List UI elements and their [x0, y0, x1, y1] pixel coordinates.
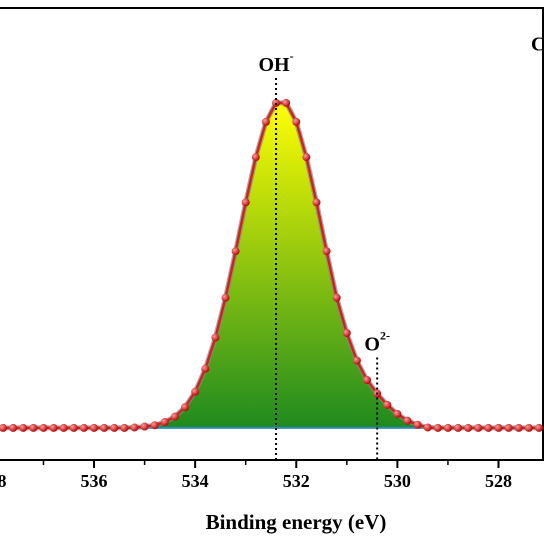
x-axis-label: Binding energy (eV)	[206, 510, 387, 534]
x-tick-label: 532	[283, 471, 310, 491]
data-point	[464, 423, 473, 432]
data-point	[342, 328, 351, 337]
annotation-sup: -	[290, 49, 294, 63]
annotation-text: OH	[258, 54, 290, 76]
data-point	[29, 423, 38, 432]
x-tick-label: 538	[0, 471, 6, 491]
data-point	[494, 423, 503, 432]
data-point	[9, 423, 18, 432]
data-point	[363, 375, 372, 384]
data-point	[19, 423, 28, 432]
x-tick-label: 530	[384, 471, 411, 491]
x-tick-label: 536	[81, 471, 108, 491]
data-point	[221, 293, 230, 302]
data-point	[454, 423, 463, 432]
x-tick-label: 534	[182, 471, 209, 491]
data-point	[211, 333, 220, 342]
data-point	[423, 423, 432, 432]
data-point	[59, 423, 68, 432]
data-point	[474, 423, 483, 432]
data-point	[443, 423, 452, 432]
x-tick-label: 528	[485, 471, 512, 491]
data-point	[110, 423, 119, 432]
data-point	[120, 423, 129, 432]
data-point	[231, 247, 240, 256]
data-point	[383, 400, 392, 409]
corner-label: C	[531, 34, 544, 56]
data-point	[191, 387, 200, 396]
data-point	[282, 98, 291, 107]
data-point	[69, 423, 78, 432]
data-point	[484, 423, 493, 432]
data-point	[292, 117, 301, 126]
data-point	[261, 117, 270, 126]
data-point	[201, 364, 210, 373]
data-point	[251, 153, 260, 162]
data-point	[181, 403, 190, 412]
data-point	[534, 423, 543, 432]
data-point	[413, 420, 422, 429]
data-point	[150, 421, 159, 430]
data-point	[524, 423, 533, 432]
data-point	[352, 356, 361, 365]
peak-area	[3, 102, 539, 428]
data-point	[241, 198, 250, 207]
data-point	[100, 423, 109, 432]
annotation: O2-	[364, 328, 390, 355]
data-point	[79, 423, 88, 432]
data-point	[39, 423, 48, 432]
annotation-sup: 2-	[380, 328, 390, 342]
data-point	[160, 418, 169, 427]
data-point	[302, 153, 311, 162]
data-point	[322, 247, 331, 256]
data-point	[403, 416, 412, 425]
data-point	[140, 422, 149, 431]
annotation: OH-	[258, 49, 293, 76]
data-point	[312, 198, 321, 207]
data-point	[272, 98, 281, 107]
data-point	[130, 423, 139, 432]
data-point	[504, 423, 513, 432]
data-point	[332, 293, 341, 302]
data-point	[170, 412, 179, 421]
data-point	[393, 409, 402, 418]
annotation-text: O	[364, 333, 380, 355]
data-point	[514, 423, 523, 432]
data-point	[433, 423, 442, 432]
data-point	[90, 423, 99, 432]
data-point	[0, 423, 8, 432]
data-point	[49, 423, 58, 432]
